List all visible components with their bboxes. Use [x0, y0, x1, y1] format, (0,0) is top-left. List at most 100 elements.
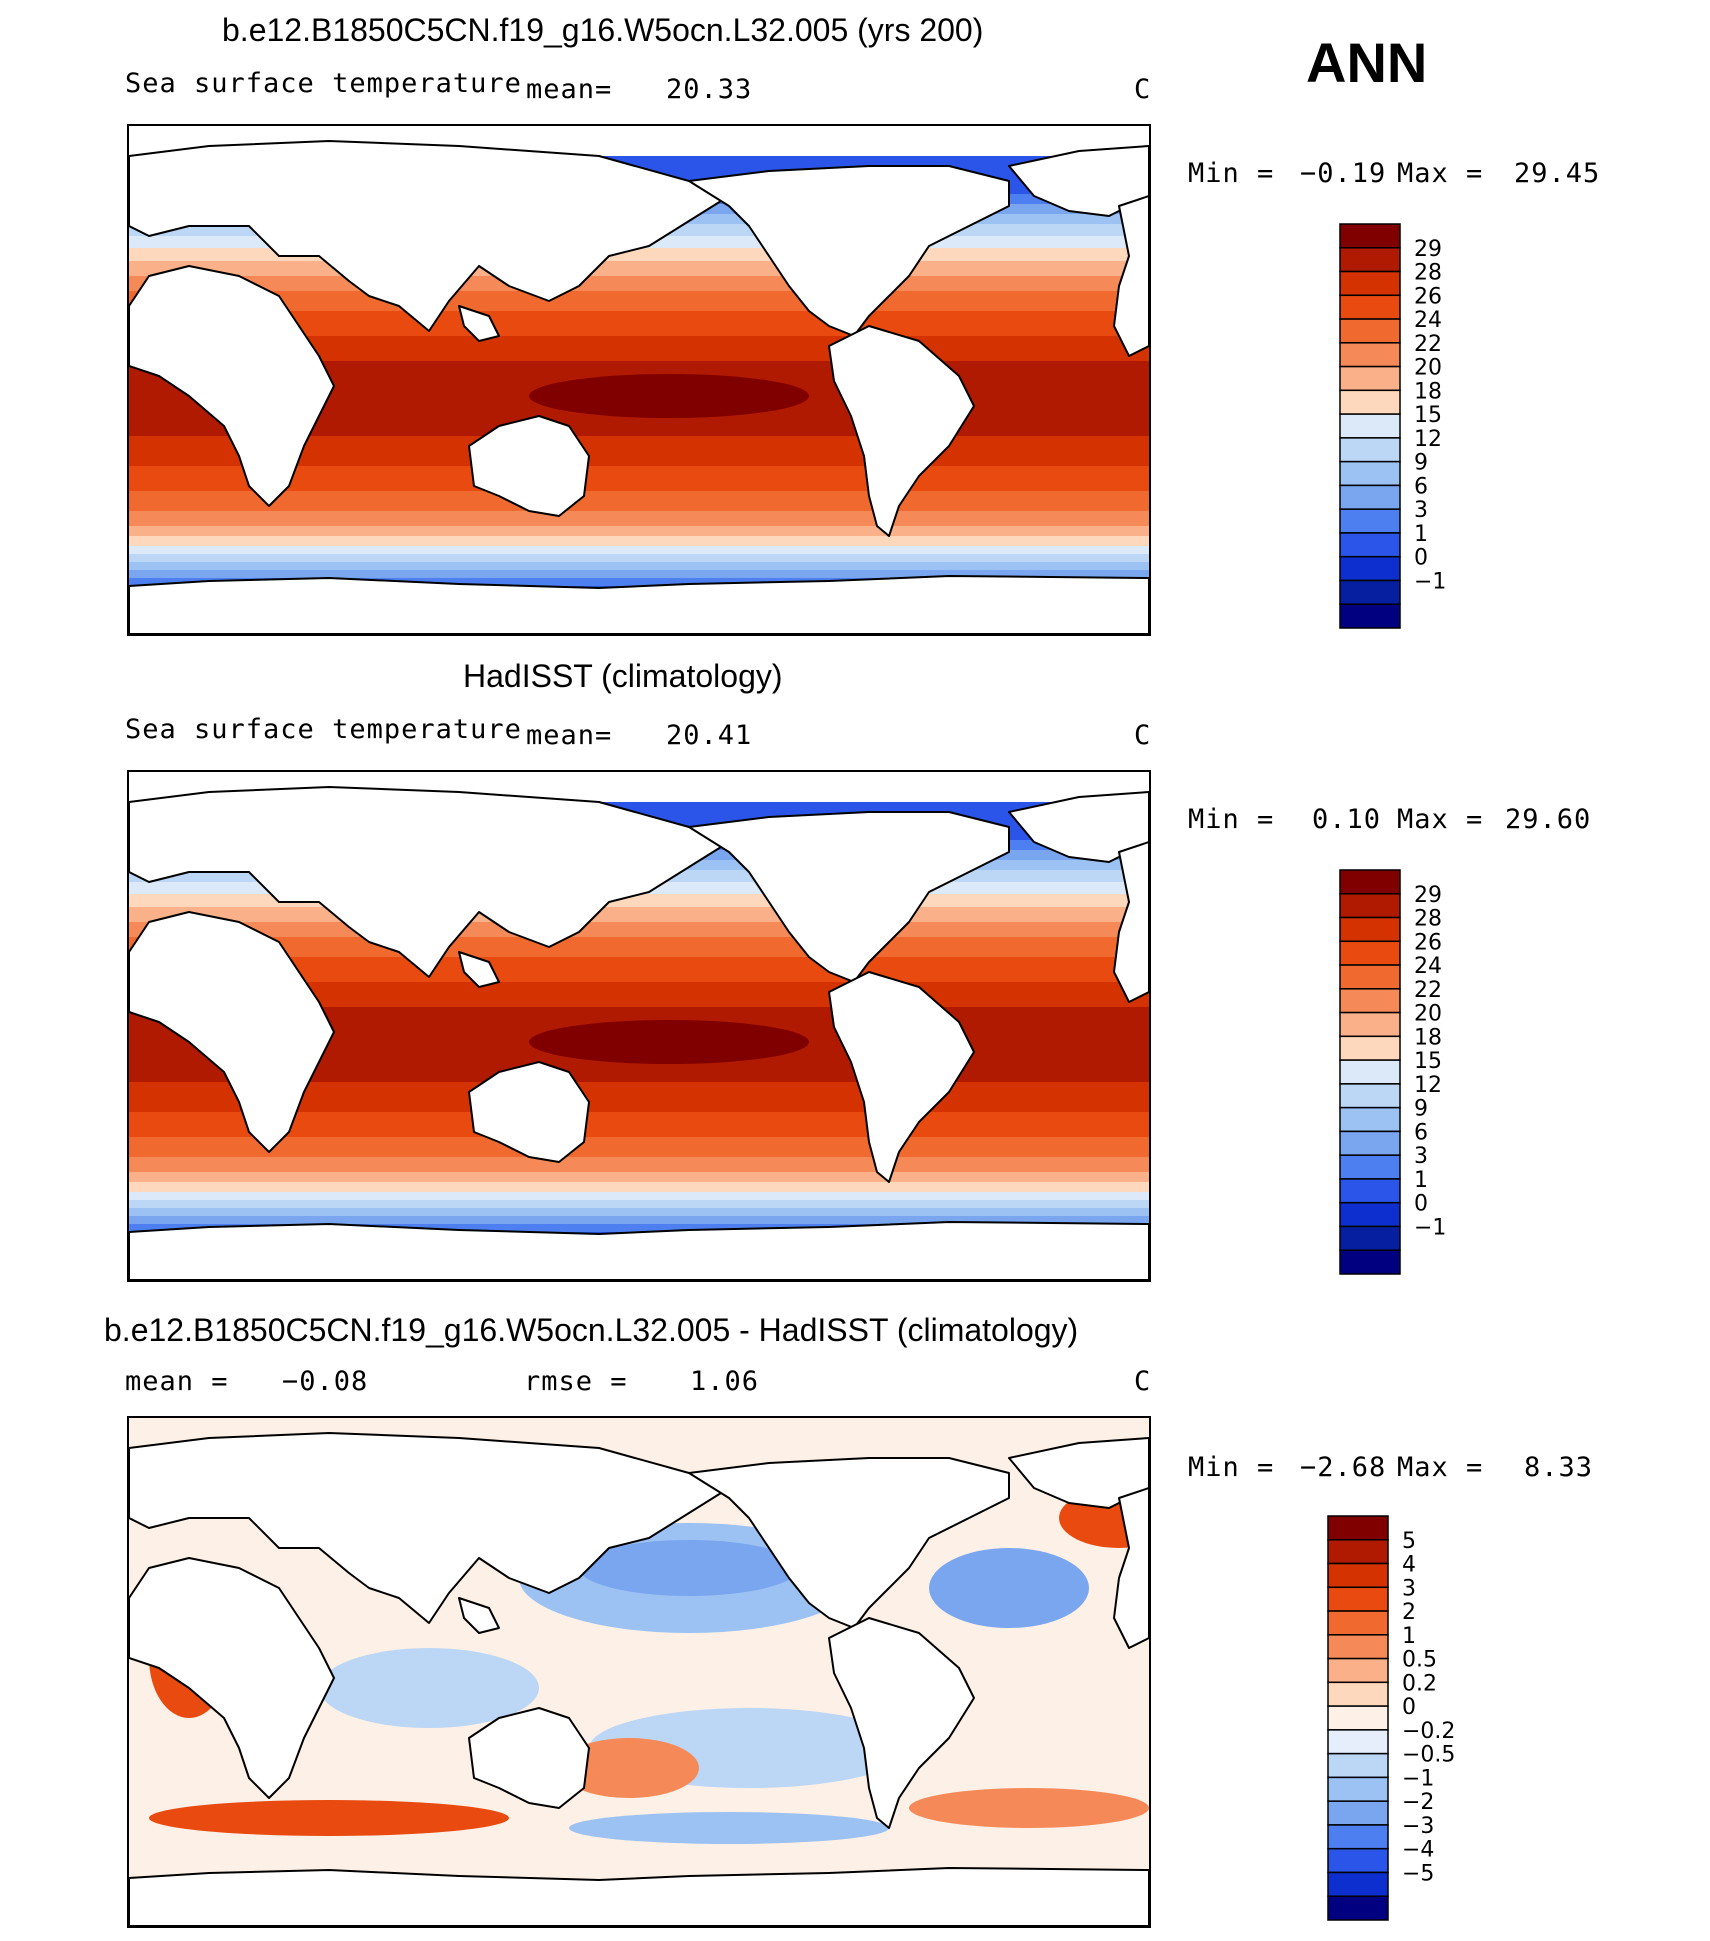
colorbar-swatch: [1339, 893, 1401, 919]
panel2-units: C: [1134, 720, 1152, 751]
warm-pool: [529, 374, 809, 418]
sst-band-south: [129, 1216, 1149, 1224]
colorbar-swatch: [1339, 1083, 1401, 1109]
colorbar-tick-label: 1: [1402, 1624, 1416, 1649]
land-outline: [468, 415, 590, 517]
colorbar-tick-label: 1: [1414, 1168, 1428, 1193]
land-outline: [1113, 195, 1149, 357]
panel3-title: b.e12.B1850C5CN.f19_g16.W5ocn.L32.005 - …: [104, 1312, 1079, 1348]
colorbar-swatch: [1339, 603, 1401, 629]
colorbar-tick-label: 2: [1402, 1600, 1416, 1625]
panel1-variable-label: Sea surface temperature: [125, 68, 522, 99]
sst-band-south: [129, 1192, 1149, 1200]
colorbar-tick-label: −2: [1402, 1790, 1434, 1815]
sst-band-south: [129, 570, 1149, 578]
colorbar-tick-label: 5: [1402, 1529, 1416, 1554]
colorbar-swatch: [1339, 964, 1401, 990]
panel3-mean-label: mean =: [125, 1366, 229, 1397]
colorbar-tick-label: 15: [1414, 1049, 1442, 1074]
colorbar-swatch: [1339, 223, 1401, 249]
sst-band-south: [129, 578, 1149, 586]
panel3-max-value: 8.33: [1524, 1452, 1594, 1483]
sst-band-south: [129, 1157, 1149, 1172]
land-outline: [458, 1597, 500, 1634]
colorbar-swatch: [1339, 1011, 1401, 1038]
indian-warm: [329, 1022, 449, 1062]
panel1-min-value: −0.19: [1300, 158, 1387, 189]
colorbar-tick-label: 15: [1414, 403, 1442, 428]
panel2-mean-value: 20.41: [666, 720, 753, 751]
land-outline: [828, 971, 975, 1183]
land-outline: [1113, 841, 1149, 1003]
colorbar-swatch: [1339, 940, 1401, 966]
panel2-title: HadISST (climatology): [463, 658, 783, 694]
land-outline: [468, 1707, 590, 1809]
colorbar-swatch: [1339, 294, 1401, 320]
land-outline: [129, 1867, 1149, 1926]
colorbar-tick-label: 29: [1414, 237, 1442, 262]
land-outline: [1113, 1487, 1149, 1649]
panel1-min-label: Min =: [1188, 158, 1275, 189]
land-outline: [129, 575, 1149, 634]
colorbar-tick-label: 24: [1414, 954, 1442, 979]
season-label: ANN: [1306, 31, 1428, 94]
colorbar-tick-label: 0: [1414, 546, 1428, 571]
diff-anomaly: [569, 1812, 889, 1844]
colorbar-tick-label: 26: [1414, 930, 1442, 955]
land-outline: [688, 811, 1010, 983]
colorbar-tick-label: −1: [1414, 1215, 1446, 1240]
colorbar-swatch: [1327, 1586, 1389, 1612]
colorbar-swatch: [1339, 1106, 1401, 1133]
colorbar-swatch: [1339, 508, 1401, 534]
colorbar-tick-label: 1: [1414, 522, 1428, 547]
land-outline: [688, 1457, 1010, 1629]
colorbar-tick-label: 24: [1414, 308, 1442, 333]
sst-band-south: [129, 1182, 1149, 1192]
colorbar-tick-label: 26: [1414, 284, 1442, 309]
sst-band-south: [129, 1208, 1149, 1216]
diff-anomaly: [579, 1540, 799, 1596]
diff-anomaly: [559, 1738, 699, 1798]
panel2-map: [127, 770, 1151, 1282]
panel2-min-value: 0.10: [1312, 804, 1382, 835]
sst-band-south: [129, 466, 1149, 491]
panel3-map-svg: [129, 1418, 1149, 1926]
panel1-map-svg: [129, 140, 1149, 634]
panel3-max-label: Max =: [1397, 1452, 1484, 1483]
colorbar-swatch: [1327, 1634, 1389, 1660]
land-outline: [129, 1557, 335, 1799]
sst-band-south: [129, 546, 1149, 554]
sst-band-south: [129, 1112, 1149, 1137]
colorbar-swatch: [1339, 1201, 1401, 1228]
colorbar-tick-label: −1: [1414, 569, 1446, 594]
colorbar-swatch: [1327, 1705, 1389, 1731]
colorbar-swatch: [1339, 1059, 1401, 1085]
colorbar-tick-label: 12: [1414, 1073, 1442, 1098]
colorbar-swatch: [1339, 1249, 1401, 1275]
colorbar-swatch: [1339, 389, 1401, 415]
diff-anomaly: [929, 1548, 1089, 1628]
colorbar-swatch: [1327, 1752, 1389, 1779]
colorbar-tick-label: 3: [1414, 498, 1428, 523]
panel2-max-label: Max =: [1397, 804, 1484, 835]
panel1-max-value: 29.45: [1514, 158, 1601, 189]
colorbar-swatch: [1327, 1681, 1389, 1707]
colorbar-tick-label: 9: [1414, 451, 1428, 476]
panel2-map-svg: [129, 786, 1149, 1280]
colorbar-swatch: [1339, 1225, 1401, 1251]
colorbar-tick-label: 28: [1414, 907, 1442, 932]
land-outline: [828, 325, 975, 537]
sst-band-south: [129, 562, 1149, 570]
colorbar-tick-label: −0.5: [1402, 1743, 1455, 1768]
panel3-min-value: −2.68: [1300, 1452, 1387, 1483]
colorbar-tick-label: 12: [1414, 427, 1442, 452]
colorbar-swatch: [1339, 413, 1401, 439]
panel1-mean-value: 20.33: [666, 74, 753, 105]
colorbar-tick-label: 18: [1414, 1025, 1442, 1050]
colorbar-swatch: [1339, 318, 1401, 344]
colorbar-swatch: [1339, 916, 1401, 943]
colorbar-tick-label: 4: [1402, 1553, 1416, 1578]
panel3-min-label: Min =: [1188, 1452, 1275, 1483]
colorbar-tick-label: −4: [1402, 1838, 1434, 1863]
